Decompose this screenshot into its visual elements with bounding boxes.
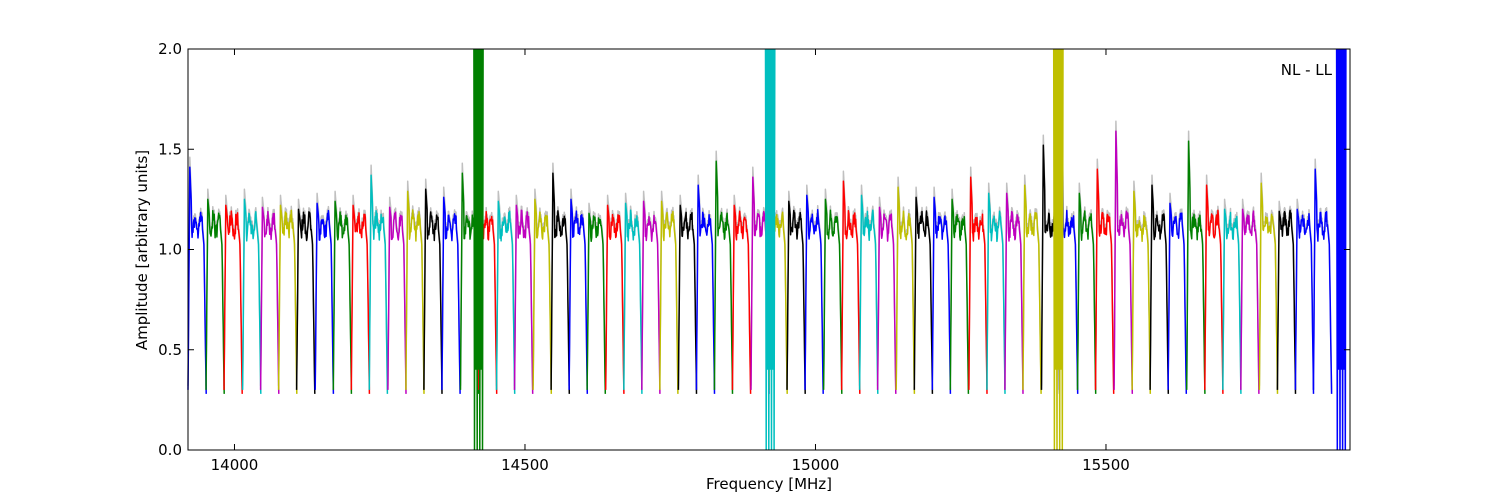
- subband-trace-58: [1240, 208, 1260, 394]
- subband-trace-0: [187, 166, 207, 394]
- subband-trace-39: [895, 186, 916, 394]
- subband-trace-25: [641, 200, 661, 394]
- subband-trace-33: [786, 200, 806, 394]
- x-tick-label-1: 14500: [501, 456, 549, 474]
- subband-trace-56: [1204, 184, 1224, 394]
- x-axis-label: Frequency [MHz]: [706, 475, 832, 493]
- subband-trace-20: [550, 172, 571, 394]
- rfi-spike-2: [1052, 48, 1064, 451]
- subband-trace-8: [332, 200, 353, 394]
- subband-trace-60: [1276, 209, 1297, 394]
- subband-trace-3: [241, 198, 262, 394]
- y-axis-label: Amplitude [arbitrary units]: [133, 150, 151, 350]
- subband-trace-51: [1113, 130, 1134, 394]
- subband-trace-10: [368, 174, 389, 394]
- x-axis-ticks: 14000 14500 15000 15500: [211, 49, 1130, 474]
- y-tick-label-4: 2.0: [158, 40, 182, 58]
- subband-trace-36: [840, 180, 861, 394]
- subband-trace-38: [876, 206, 897, 394]
- subband-trace-43: [968, 176, 988, 394]
- subband-trace-11: [387, 206, 407, 394]
- subband-trace-22: [586, 212, 607, 394]
- subband-trace-57: [1222, 208, 1242, 394]
- subband-trace-40: [913, 196, 934, 394]
- background-trace-7: [314, 192, 335, 390]
- subband-trace-4: [259, 206, 280, 394]
- subband-trace-37: [858, 194, 879, 394]
- subband-trace-42: [949, 198, 970, 394]
- subband-trace-61: [1294, 208, 1315, 394]
- subband-trace-13: [423, 188, 443, 394]
- subband-trace-2: [223, 204, 243, 394]
- subband-trace-44: [986, 192, 1006, 394]
- x-tick-label-3: 15500: [1082, 456, 1130, 474]
- x-tick-label-2: 15000: [792, 456, 840, 474]
- subband-trace-28: [695, 184, 716, 394]
- subband-trace-30: [731, 204, 752, 394]
- subband-trace-54: [1167, 202, 1188, 394]
- chart-traces: [187, 48, 1347, 451]
- subband-trace-12: [405, 190, 425, 394]
- subband-trace-26: [659, 200, 679, 394]
- subband-trace-29: [713, 160, 734, 394]
- y-tick-label-0: 0.0: [158, 441, 182, 459]
- subband-trace-45: [1004, 192, 1024, 394]
- subband-trace-41: [931, 196, 952, 394]
- subband-trace-17: [495, 200, 516, 394]
- y-tick-label-3: 1.5: [158, 140, 182, 158]
- rfi-spike-0: [473, 48, 484, 451]
- y-tick-label-2: 1.0: [158, 241, 182, 259]
- y-axis-ticks: 0.0 0.5 1.0 1.5 2.0: [158, 40, 1350, 459]
- subband-trace-53: [1149, 184, 1170, 394]
- subband-trace-18: [513, 204, 534, 394]
- subband-trace-55: [1185, 140, 1206, 394]
- subband-trace-24: [623, 202, 643, 394]
- subband-trace-19: [532, 198, 553, 394]
- subband-trace-59: [1258, 182, 1279, 394]
- rfi-spike-3: [1335, 48, 1347, 451]
- subband-trace-7: [314, 202, 335, 394]
- subband-trace-14: [441, 196, 461, 394]
- baseline-annotation: NL - LL: [1281, 61, 1333, 79]
- subband-trace-34: [804, 194, 824, 394]
- subband-trace-5: [277, 204, 298, 394]
- subband-trace-1: [205, 198, 225, 394]
- subband-trace-27: [677, 204, 698, 394]
- background-trace-9: [350, 194, 371, 390]
- subband-trace-46: [1022, 184, 1042, 394]
- subband-trace-50: [1094, 168, 1115, 394]
- subband-trace-6: [295, 208, 316, 394]
- x-tick-label-0: 14000: [211, 456, 259, 474]
- subband-trace-9: [350, 204, 371, 394]
- subband-trace-35: [822, 198, 843, 394]
- rfi-spike-1: [764, 48, 776, 451]
- subband-trace-21: [568, 198, 589, 394]
- y-tick-label-1: 0.5: [158, 341, 182, 359]
- subband-trace-23: [604, 204, 625, 394]
- subband-trace-62: [1312, 168, 1333, 394]
- subband-trace-52: [1131, 190, 1152, 394]
- subband-trace-49: [1076, 192, 1097, 394]
